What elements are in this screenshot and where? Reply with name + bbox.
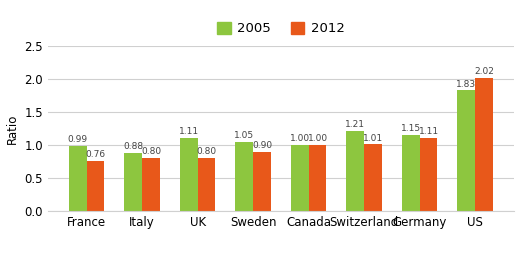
Bar [475, 78, 493, 211]
Text: 1.11: 1.11 [179, 127, 199, 136]
Legend: 2005, 2012: 2005, 2012 [212, 17, 350, 41]
Bar [420, 138, 437, 211]
Text: 0.88: 0.88 [123, 142, 143, 151]
Text: 1.15: 1.15 [401, 124, 421, 133]
Text: 2.02: 2.02 [474, 67, 494, 76]
Text: 1.00: 1.00 [307, 134, 328, 143]
Text: 1.01: 1.01 [363, 134, 383, 143]
Text: 0.76: 0.76 [85, 150, 105, 159]
Text: 1.05: 1.05 [234, 131, 254, 140]
Text: 0.80: 0.80 [197, 148, 217, 157]
Bar [87, 161, 104, 211]
Bar [125, 153, 142, 211]
Y-axis label: Ratio: Ratio [6, 113, 19, 144]
Bar [291, 145, 308, 211]
Text: 1.11: 1.11 [419, 127, 439, 136]
Text: 1.83: 1.83 [456, 80, 476, 89]
Text: 1.00: 1.00 [290, 134, 310, 143]
Bar [457, 90, 475, 211]
Bar [198, 158, 215, 211]
Text: 0.80: 0.80 [141, 148, 161, 157]
Bar [235, 142, 253, 211]
Bar [142, 158, 160, 211]
Bar [253, 152, 271, 211]
Bar [69, 146, 87, 211]
Bar [180, 138, 198, 211]
Bar [308, 145, 326, 211]
Text: 0.90: 0.90 [252, 141, 272, 150]
Bar [364, 144, 382, 211]
Bar [402, 135, 420, 211]
Text: 1.21: 1.21 [345, 121, 365, 130]
Bar [347, 131, 364, 211]
Text: 0.99: 0.99 [68, 135, 88, 144]
